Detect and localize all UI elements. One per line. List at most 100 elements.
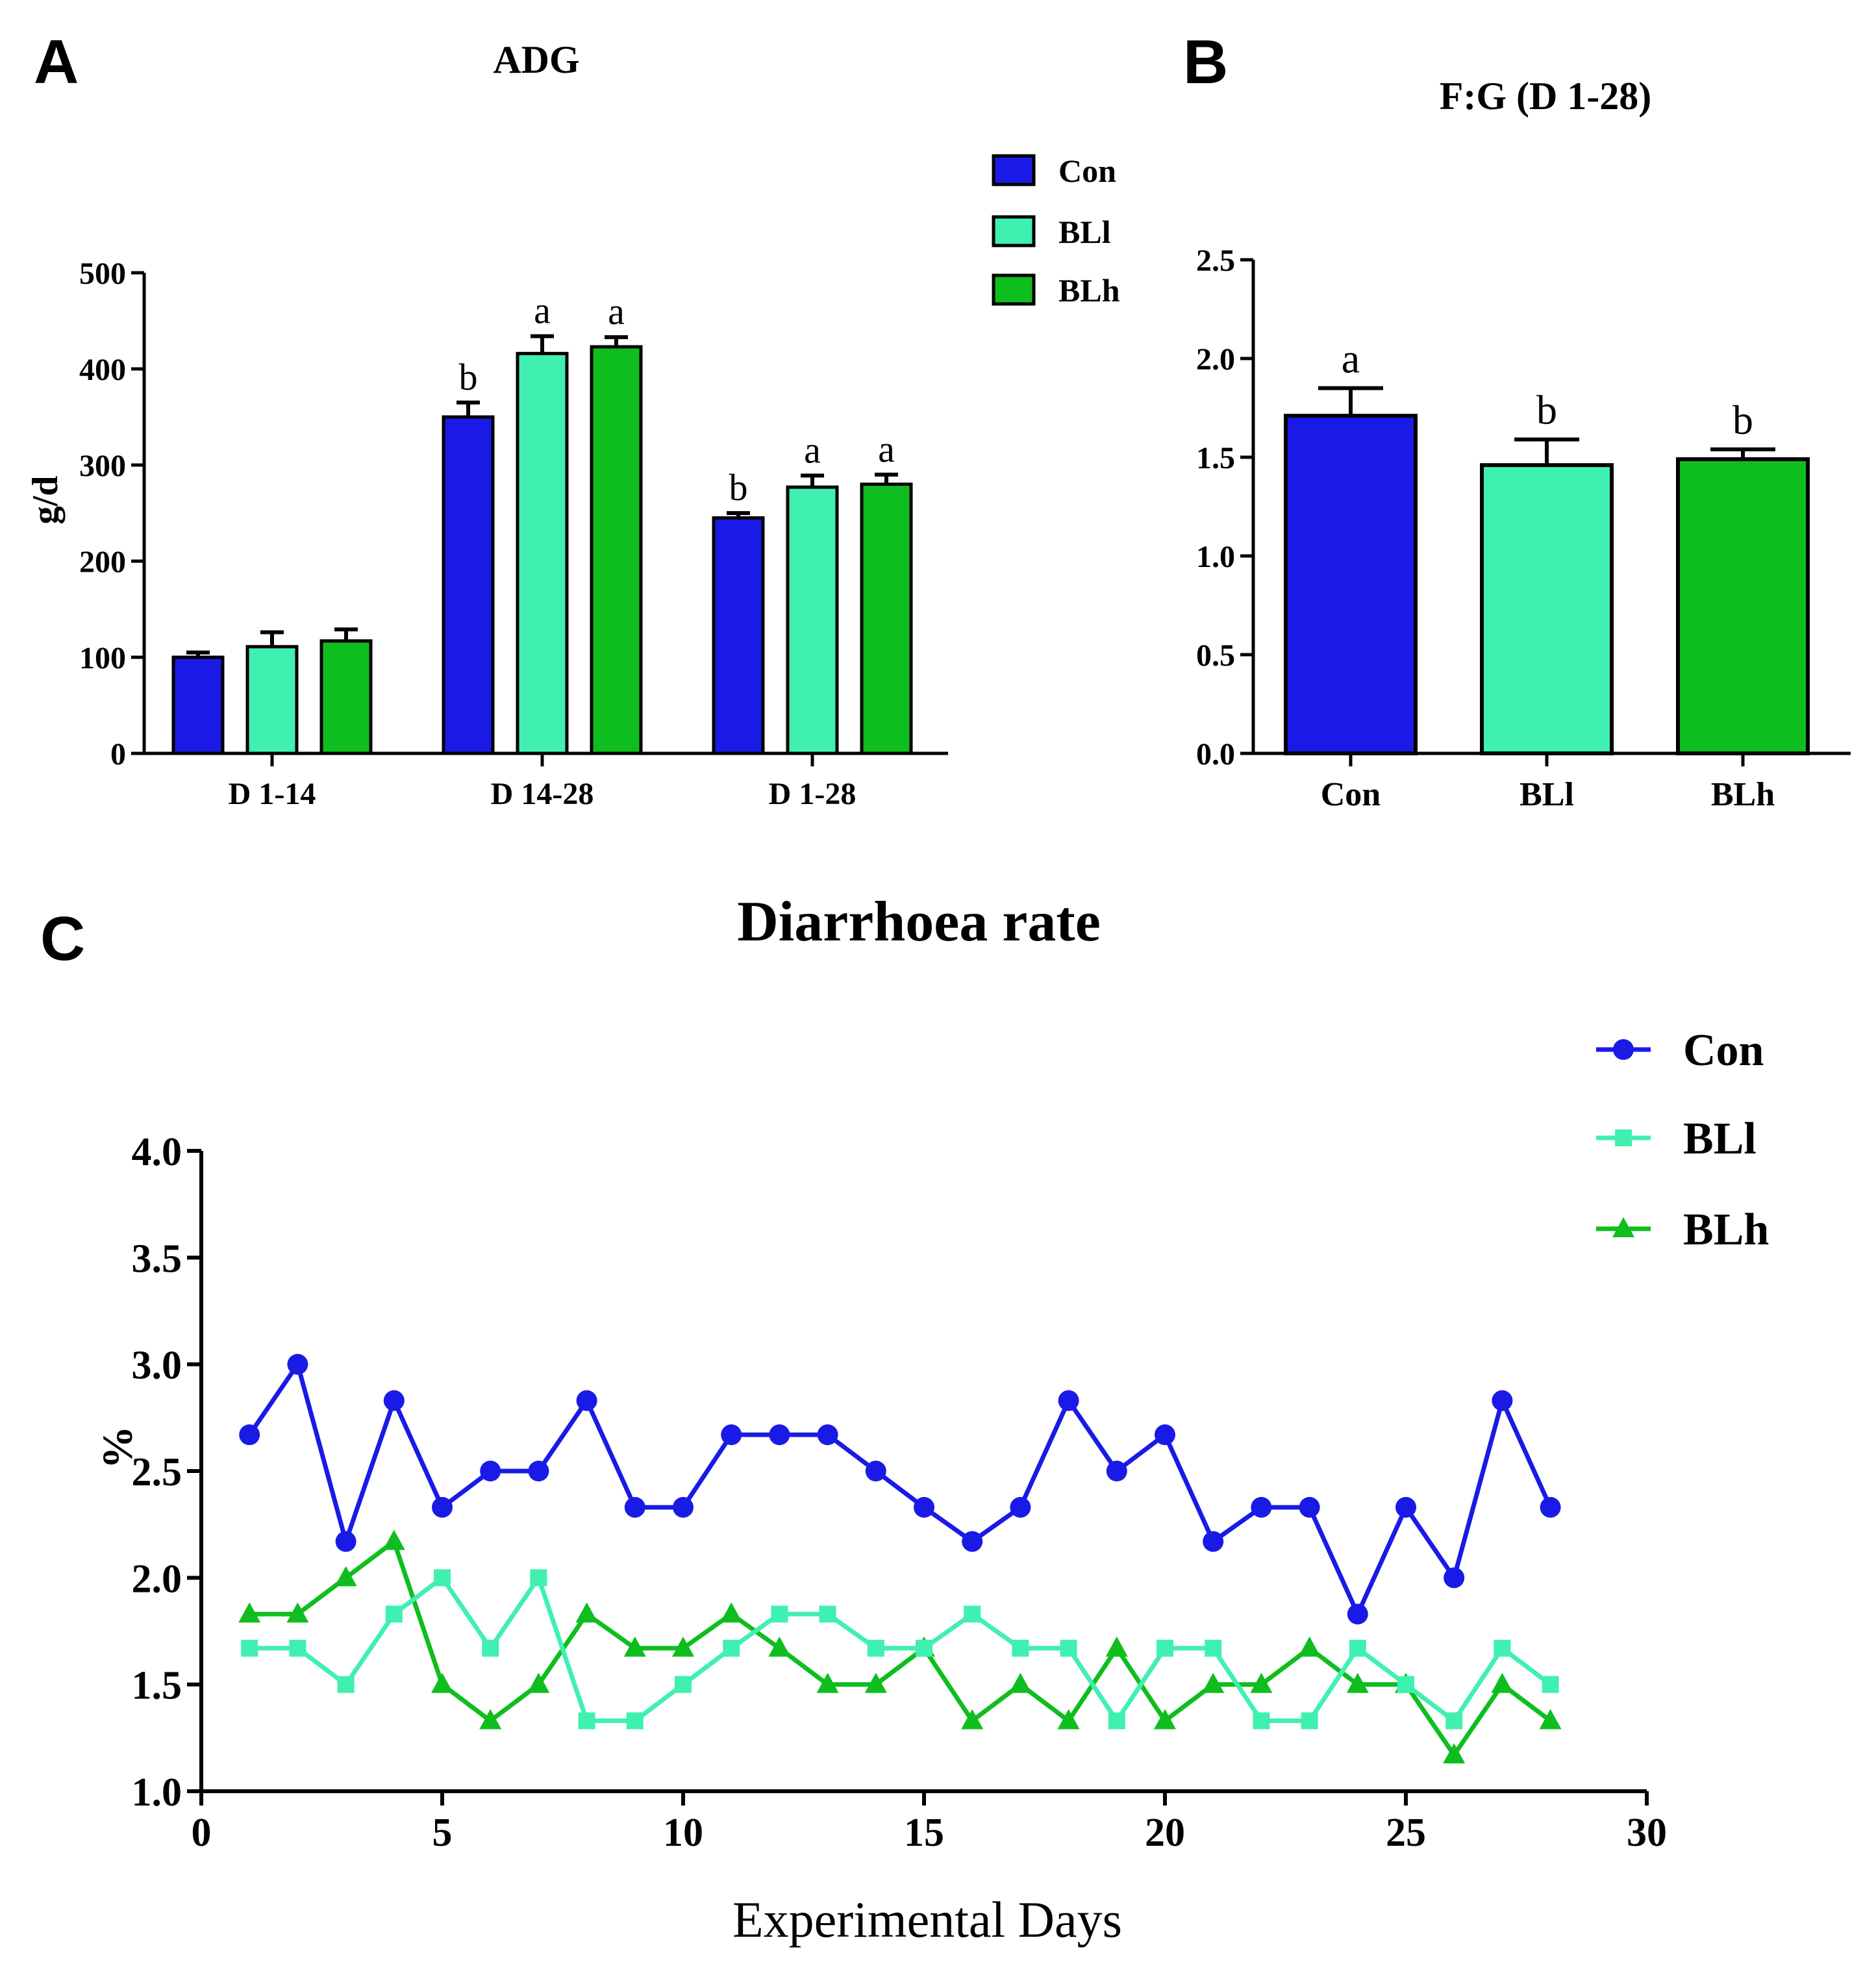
point-BLl [289, 1639, 306, 1657]
y-tick-label: 2.0 [132, 1557, 182, 1601]
point-BLl [482, 1639, 499, 1657]
point-BLl [530, 1569, 547, 1587]
point-Con [239, 1424, 260, 1446]
point-BLl [1542, 1676, 1559, 1693]
bar-Con [442, 415, 495, 755]
point-BLh [431, 1672, 453, 1693]
point-BLl [964, 1605, 981, 1623]
point-Con [1395, 1496, 1416, 1518]
legend-swatch-BLh [992, 273, 1036, 306]
series-line-BLl [249, 1575, 1552, 1724]
y-tick-label: 2.0 [1196, 342, 1235, 377]
x-tick-label: BLl [1520, 776, 1574, 813]
bar-BLl [245, 645, 299, 755]
point-BLh [238, 1602, 261, 1623]
significance-letter: b [1732, 397, 1753, 443]
point-BLl [337, 1676, 355, 1693]
point-Con [287, 1353, 308, 1375]
point-BLh [1154, 1709, 1176, 1730]
point-BLh [527, 1672, 550, 1693]
point-BLh [768, 1636, 791, 1657]
point-BLl [1060, 1639, 1077, 1657]
point-BLl [578, 1712, 595, 1730]
point-Con [1540, 1496, 1561, 1518]
y-tick-label: 3.5 [132, 1237, 182, 1281]
point-BLh [286, 1602, 309, 1623]
point-BLl [1253, 1712, 1270, 1730]
point-BLh [1346, 1672, 1369, 1693]
point-BLl [1157, 1639, 1173, 1657]
point-BLh [575, 1602, 598, 1623]
bar-BLh [590, 345, 643, 755]
legend-label: BLl [1058, 214, 1111, 250]
bar-Con [712, 516, 765, 755]
point-Con [1203, 1531, 1224, 1552]
x-tick-label: 15 [904, 1811, 944, 1855]
x-tick-label: 10 [663, 1811, 703, 1855]
legend-swatch-BLl [992, 215, 1036, 247]
point-BLl [675, 1676, 692, 1693]
point-BLl [626, 1712, 644, 1730]
point-Con [1010, 1496, 1031, 1518]
chart-c-axes: 1.0 1.5 2.0 2.5 3.0 3.5 4.0 0 5 10 15 20 25 30 [132, 1130, 1668, 1855]
significance-letter: a [878, 428, 895, 470]
bar-BLl [786, 485, 839, 755]
x-tick-label: 0 [192, 1811, 212, 1855]
significance-letter: b [459, 356, 478, 398]
point-BLl [1349, 1639, 1366, 1657]
bar-BLl [1480, 463, 1614, 755]
legend-swatch-Con [992, 154, 1036, 186]
y-tick-label: 400 [79, 353, 126, 387]
point-BLh [334, 1566, 357, 1587]
legend-label: Con [1683, 1026, 1764, 1076]
point-BLl [771, 1605, 788, 1623]
point-BLh [382, 1530, 405, 1550]
point-Con [335, 1531, 356, 1552]
panel-c-letter: C [40, 904, 85, 974]
point-Con [1106, 1461, 1127, 1481]
y-tick-label: 0 [110, 737, 126, 772]
panel-b-letter: B [1183, 27, 1228, 97]
point-Con [673, 1496, 694, 1518]
y-tick-label: 1.5 [1196, 441, 1235, 475]
legend-label: Con [1058, 153, 1116, 189]
y-tick-label: 1.5 [132, 1664, 182, 1708]
legend-marker-Con [1613, 1039, 1634, 1060]
y-tick-label: 0.0 [1196, 737, 1235, 772]
point-Con [624, 1496, 645, 1518]
point-BLl [867, 1639, 884, 1657]
series-line-Con [247, 1362, 1553, 1617]
point-BLl [916, 1639, 932, 1657]
point-BLl [1397, 1676, 1414, 1693]
chart-a-ylabel: g/d [25, 476, 66, 525]
x-tick-label: 25 [1386, 1811, 1426, 1855]
point-Con [769, 1424, 790, 1446]
significance-letter: a [804, 429, 821, 471]
point-BLh [1105, 1636, 1128, 1657]
point-Con [1058, 1390, 1079, 1411]
x-tick-label: 20 [1145, 1811, 1185, 1855]
y-tick-label: 100 [79, 641, 126, 675]
point-Con [1347, 1604, 1368, 1625]
point-BLl [1494, 1639, 1511, 1657]
point-BLl [434, 1569, 451, 1587]
bar-BLh [860, 483, 913, 755]
chart-a-axes: 0 100 200 300 400 500 D 1-14 D 14-28 D 1-28 [79, 257, 948, 811]
y-tick-label: 200 [79, 545, 126, 579]
point-BLl [1012, 1639, 1029, 1657]
point-BLl [819, 1605, 836, 1623]
point-Con [1492, 1390, 1513, 1411]
x-tick-label: D 1-14 [229, 777, 316, 811]
point-BLl [1205, 1639, 1222, 1657]
point-BLl [241, 1639, 258, 1657]
significance-letter: a [534, 290, 551, 332]
legend-label: BLl [1683, 1114, 1757, 1164]
point-Con [576, 1390, 597, 1411]
chart-a-bars: b b a a a a [171, 290, 913, 755]
point-BLh [1443, 1743, 1466, 1764]
x-tick-label: D 14-28 [491, 777, 594, 811]
point-BLl [1108, 1712, 1125, 1730]
legend-label: BLh [1683, 1205, 1769, 1255]
x-tick-label: D 1-28 [769, 777, 857, 811]
point-Con [528, 1461, 549, 1481]
